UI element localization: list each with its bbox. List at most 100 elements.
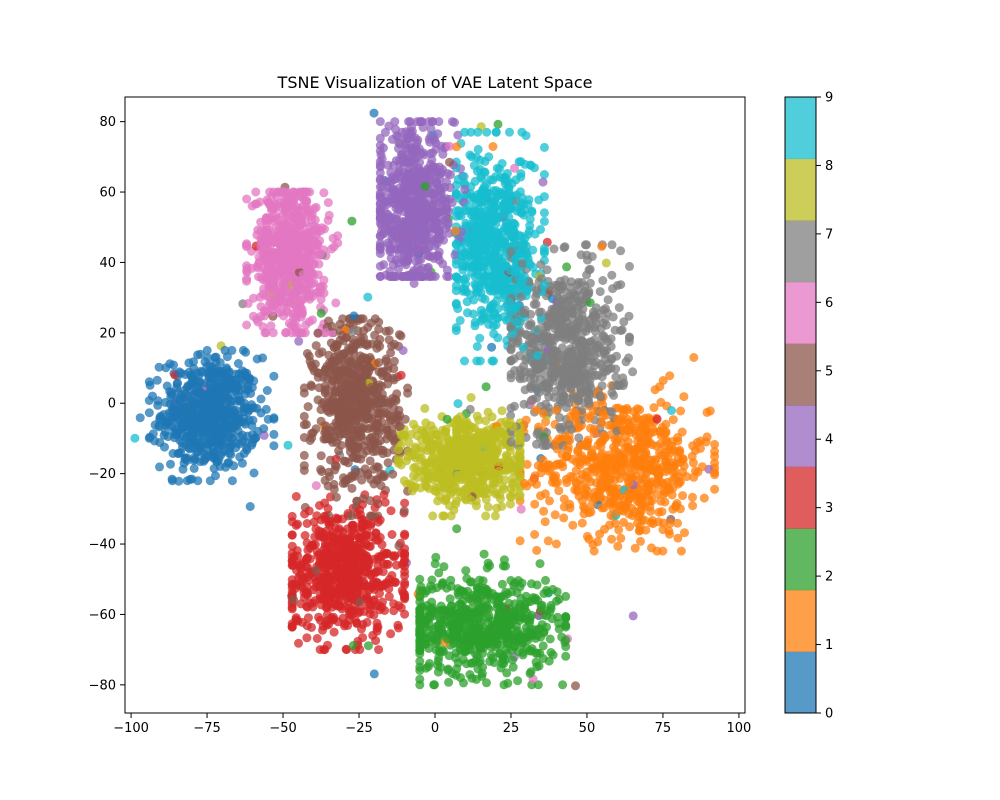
scatter-point	[189, 463, 199, 473]
scatter-point	[400, 571, 410, 581]
scatter-point	[577, 518, 587, 528]
scatter-point	[168, 449, 178, 458]
plot-area: −100 −75 −50 −25 0 25 50 75 100 −80−60−40−200204…	[89, 96, 751, 736]
scatter-point	[434, 117, 444, 127]
scatter-point	[482, 127, 492, 137]
scatter-point	[269, 371, 279, 381]
scatter-point	[229, 461, 239, 471]
scatter-point	[522, 459, 532, 469]
scatter-point	[294, 336, 304, 346]
scatter-point	[699, 493, 709, 503]
scatter-point	[375, 162, 385, 172]
scatter-point	[383, 361, 393, 371]
scatter-point	[361, 539, 371, 549]
scatter-point	[490, 511, 500, 521]
scatter-point	[431, 552, 441, 562]
scatter-point	[287, 604, 297, 614]
scatter-point	[378, 567, 388, 577]
scatter-point	[152, 375, 162, 385]
scatter-point	[569, 407, 579, 417]
scatter-point	[463, 308, 472, 318]
scatter-point	[323, 198, 333, 208]
scatter-point	[250, 199, 260, 209]
scatter-point	[611, 508, 621, 518]
scatter-point	[456, 673, 465, 683]
scatter-point	[311, 341, 321, 351]
scatter-point	[532, 439, 541, 449]
scatter-point	[449, 505, 459, 515]
scatter-point	[392, 560, 401, 570]
scatter-point	[624, 337, 634, 347]
scatter-point	[636, 536, 645, 546]
scatter-point	[549, 244, 559, 254]
scatter-point	[530, 499, 540, 509]
scatter-point	[400, 414, 410, 424]
scatter-point	[453, 399, 463, 409]
scatter-point	[296, 599, 306, 609]
scatter-point	[516, 504, 526, 514]
scatter-point	[519, 399, 529, 409]
scatter-point	[409, 279, 419, 288]
scatter-point	[380, 497, 390, 507]
scatter-point	[576, 250, 586, 260]
scatter-point	[439, 562, 449, 572]
scatter-point	[394, 405, 404, 415]
scatter-point	[575, 460, 585, 470]
scatter-point	[205, 476, 215, 486]
scatter-point	[540, 517, 550, 527]
scatter-point	[466, 393, 476, 402]
scatter-point	[559, 513, 569, 523]
scatter-point	[607, 270, 617, 280]
scatter-point	[688, 501, 698, 511]
scatter-point	[249, 468, 259, 478]
scatter-point	[386, 506, 396, 516]
scatter-point	[589, 546, 599, 556]
scatter-point	[482, 678, 491, 688]
scatter-point	[255, 292, 265, 302]
scatter-point	[256, 394, 266, 404]
scatter-point	[162, 381, 172, 391]
scatter-point	[697, 462, 707, 472]
scatter-point	[254, 272, 264, 282]
scatter-point	[316, 308, 326, 318]
scatter-point	[628, 611, 638, 621]
scatter-point	[570, 320, 580, 330]
scatter-point	[455, 412, 465, 422]
scatter-point	[225, 367, 234, 377]
scatter-point	[478, 662, 488, 672]
scatter-point	[539, 216, 549, 226]
scatter-point	[374, 645, 384, 655]
scatter-point	[386, 168, 396, 178]
scatter-point	[291, 492, 301, 501]
scatter-point	[227, 345, 237, 355]
scatter-point	[259, 430, 269, 440]
scatter-point	[436, 662, 445, 672]
scatter-point	[327, 244, 336, 254]
scatter-point	[330, 461, 340, 470]
scatter-point	[155, 462, 164, 472]
scatter-point	[568, 454, 577, 464]
scatter-point	[303, 402, 313, 412]
scatter-point	[386, 348, 396, 358]
scatter-point	[384, 335, 394, 345]
scatter-point	[193, 476, 203, 486]
scatter-point	[245, 502, 255, 511]
scatter-point	[475, 333, 485, 343]
scatter-point	[347, 216, 357, 226]
scatter-point	[465, 404, 475, 414]
scatter-point	[456, 600, 466, 610]
scatter-point	[311, 202, 321, 212]
scatter-point	[506, 411, 516, 420]
scatter-point	[539, 142, 549, 152]
scatter-point	[552, 587, 562, 597]
scatter-point	[461, 566, 471, 576]
scatter-point	[311, 481, 321, 491]
scatter-point	[302, 621, 312, 631]
scatter-point	[508, 478, 518, 488]
scatter-point	[302, 633, 312, 643]
scatter-point	[473, 144, 483, 154]
scatter-point	[550, 510, 560, 520]
scatter-point	[442, 272, 452, 281]
scatter-point	[546, 648, 556, 657]
scatter-point	[479, 549, 489, 559]
